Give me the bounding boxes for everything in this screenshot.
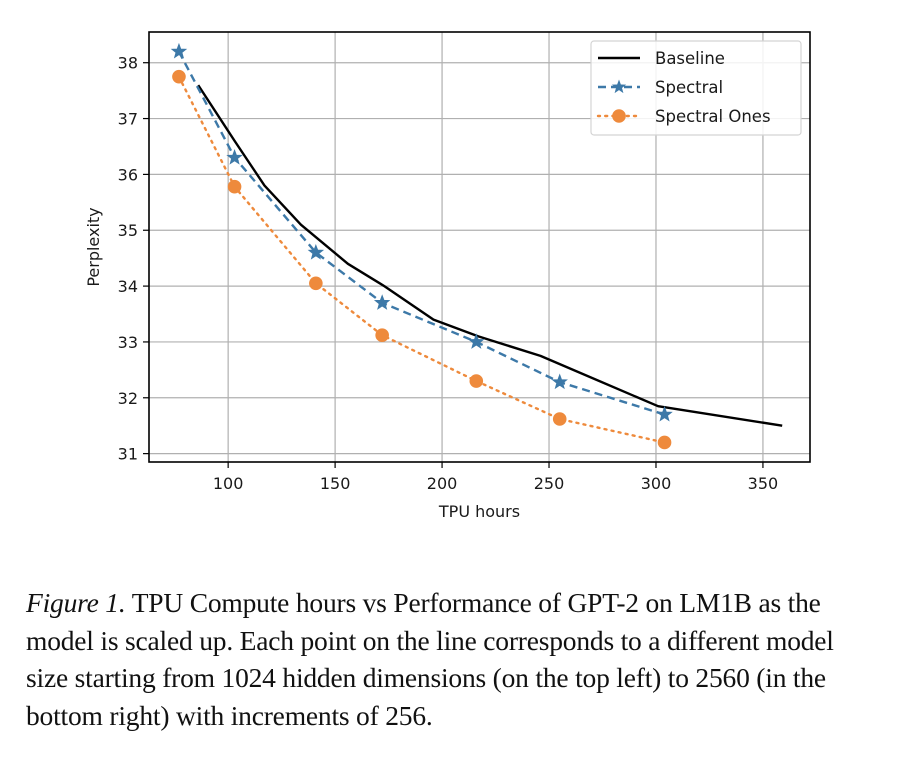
axis-ticks: 100 150 200 250 300 350 31 32 33 34 35 36 37 38 bbox=[118, 54, 779, 493]
point-spectral bbox=[468, 333, 485, 349]
y-tick-label: 31 bbox=[118, 445, 138, 464]
x-tick-label: 200 bbox=[427, 474, 458, 493]
point-spectral bbox=[226, 149, 243, 165]
point-spectral-ones bbox=[227, 179, 242, 194]
series-spectral-ones bbox=[172, 69, 672, 450]
legend-item-spectral-ones: Spectral Ones bbox=[596, 107, 771, 126]
figure-caption: Figure 1. TPU Compute hours vs Performan… bbox=[26, 584, 876, 734]
legend-label: Spectral bbox=[655, 78, 723, 97]
point-spectral-ones bbox=[552, 412, 567, 426]
point-spectral-ones bbox=[657, 435, 672, 450]
point-spectral-ones bbox=[375, 328, 389, 343]
caption-text: TPU Compute hours vs Performance of GPT-… bbox=[26, 587, 834, 731]
point-spectral-ones bbox=[469, 374, 484, 388]
x-tick-label: 350 bbox=[748, 474, 779, 493]
legend-label: Spectral Ones bbox=[655, 107, 771, 126]
series-spectral bbox=[170, 42, 673, 422]
x-tick-label: 300 bbox=[641, 474, 672, 493]
point-spectral bbox=[373, 294, 391, 310]
legend: Baseline Spectral Spectral Ones bbox=[590, 40, 802, 136]
plot-frame bbox=[148, 31, 811, 463]
point-spectral bbox=[551, 373, 568, 390]
legend-star-marker bbox=[611, 79, 627, 94]
point-spectral-ones bbox=[172, 69, 186, 84]
legend-item-baseline: Baseline bbox=[598, 49, 725, 68]
x-axis-label: TPU hours bbox=[438, 502, 520, 521]
figure-label: Figure 1. bbox=[26, 587, 126, 618]
point-spectral-ones bbox=[309, 276, 323, 291]
y-tick-label: 37 bbox=[118, 110, 138, 129]
y-tick-label: 33 bbox=[118, 333, 138, 352]
point-spectral bbox=[307, 243, 325, 260]
y-tick-label: 38 bbox=[118, 54, 138, 73]
line-baseline bbox=[197, 84, 783, 427]
point-spectral bbox=[656, 405, 673, 422]
series-baseline bbox=[197, 84, 783, 427]
y-tick-label: 35 bbox=[118, 221, 138, 240]
y-axis-label: Perplexity bbox=[84, 207, 103, 286]
perplexity-chart: 100 150 200 250 300 350 31 32 33 34 35 36 37 38 TPU h… bbox=[84, 31, 811, 521]
legend-box bbox=[590, 40, 802, 136]
legend-label: Baseline bbox=[655, 49, 725, 68]
x-tick-label: 250 bbox=[534, 474, 565, 493]
legend-item-spectral: Spectral bbox=[598, 78, 723, 97]
x-tick-label: 150 bbox=[320, 474, 351, 493]
y-tick-label: 34 bbox=[118, 277, 138, 296]
point-spectral bbox=[170, 42, 188, 59]
y-tick-label: 32 bbox=[118, 389, 138, 408]
legend-circle-marker bbox=[612, 109, 626, 123]
series-layer bbox=[170, 42, 783, 450]
x-tick-label: 100 bbox=[213, 474, 244, 493]
y-tick-label: 36 bbox=[118, 165, 138, 184]
